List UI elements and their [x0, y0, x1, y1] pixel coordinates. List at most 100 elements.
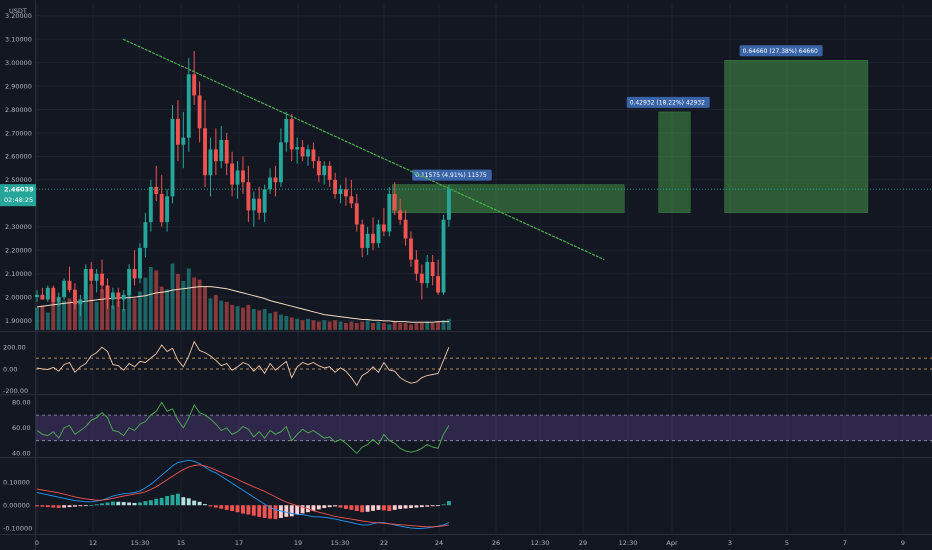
candle-body[interactable]: [354, 203, 359, 225]
candle-body[interactable]: [165, 196, 170, 223]
candle-body[interactable]: [257, 198, 262, 213]
candle-body[interactable]: [327, 165, 332, 180]
macd-histogram-bar: [208, 505, 213, 507]
candle-body[interactable]: [430, 261, 435, 277]
candle-body[interactable]: [387, 193, 392, 232]
candle-body[interactable]: [425, 261, 430, 284]
candle-body[interactable]: [295, 147, 300, 150]
trendline[interactable]: [122, 38, 605, 261]
candle-body[interactable]: [83, 269, 88, 300]
candle-body[interactable]: [419, 273, 424, 284]
candle-body[interactable]: [35, 294, 39, 298]
candle-body[interactable]: [138, 247, 142, 279]
candle-body[interactable]: [224, 140, 229, 164]
price-pane[interactable]: 0.11575 (4.91%) 11575 0.42932 (18.22%) 42…: [35, 38, 932, 330]
candle-body[interactable]: [230, 163, 235, 185]
candle-body[interactable]: [316, 161, 321, 176]
candle-body[interactable]: [306, 149, 310, 157]
candle-body[interactable]: [241, 170, 245, 183]
candle-body[interactable]: [56, 297, 61, 302]
time-axis[interactable]: 0 12 15:30 15 17 19 15:30 22 24 26 12:30 29 12:30 Apr…: [35, 539, 905, 547]
macd-pane[interactable]: [35, 459, 451, 529]
candle-body[interactable]: [203, 128, 207, 176]
price-axis[interactable]: USDT 3.20000 3.10000 3.00000 2.90000 2.80000…: [0, 7, 36, 533]
candle-body[interactable]: [127, 269, 132, 295]
candle-body[interactable]: [89, 269, 94, 281]
candle-body[interactable]: [268, 177, 273, 190]
candle-body[interactable]: [289, 118, 294, 150]
candle-body[interactable]: [365, 233, 370, 248]
candle-body[interactable]: [284, 118, 289, 143]
volume-bar: [268, 313, 273, 330]
candle-body[interactable]: [62, 280, 67, 298]
candle-body[interactable]: [262, 189, 267, 213]
candle-body[interactable]: [51, 287, 56, 302]
candle-body[interactable]: [181, 137, 186, 145]
candle-body[interactable]: [94, 273, 99, 281]
candle-body[interactable]: [398, 210, 403, 220]
candle-body[interactable]: [192, 74, 197, 96]
rsi-pane[interactable]: [36, 401, 932, 455]
candle-body[interactable]: [78, 299, 83, 305]
candle-body[interactable]: [300, 147, 305, 157]
macd-histogram-bar: [425, 505, 430, 507]
candle-body[interactable]: [72, 290, 77, 305]
candle-body[interactable]: [446, 189, 451, 220]
candle-body[interactable]: [360, 224, 365, 248]
candle-body[interactable]: [154, 186, 159, 194]
candle-body[interactable]: [121, 294, 126, 300]
candle-body[interactable]: [45, 287, 50, 300]
candle-body[interactable]: [311, 149, 316, 162]
candle-body[interactable]: [246, 182, 251, 211]
candle-body[interactable]: [105, 285, 110, 300]
macd-histogram-bar: [403, 505, 408, 509]
candle-body[interactable]: [392, 193, 397, 211]
candle-body[interactable]: [414, 259, 419, 274]
candle-body[interactable]: [436, 276, 441, 293]
candle-body[interactable]: [441, 219, 446, 293]
candle-body[interactable]: [349, 196, 354, 204]
candle-body[interactable]: [376, 224, 381, 244]
candle-body[interactable]: [278, 142, 283, 183]
candle-body[interactable]: [197, 95, 202, 129]
macd-histogram-bar: [311, 505, 316, 511]
candle-body[interactable]: [381, 224, 386, 232]
candle-body[interactable]: [40, 294, 45, 300]
macd-histogram-bar: [83, 505, 88, 507]
candle-body[interactable]: [403, 219, 408, 239]
macd-histogram-bar: [376, 505, 381, 510]
cci-pane[interactable]: [36, 340, 932, 387]
volume-bar: [159, 286, 164, 330]
candle-body[interactable]: [143, 222, 148, 248]
candle-body[interactable]: [409, 238, 413, 260]
candle-body[interactable]: [100, 273, 104, 286]
candle-body[interactable]: [110, 292, 115, 300]
candle-body[interactable]: [159, 193, 164, 223]
candle-body[interactable]: [219, 140, 224, 162]
candle-body[interactable]: [116, 292, 121, 300]
candle-body[interactable]: [213, 149, 218, 162]
candle-body[interactable]: [175, 118, 180, 145]
candle-body[interactable]: [208, 149, 213, 176]
volume-bar: [143, 277, 148, 330]
candle-body[interactable]: [251, 198, 256, 211]
macd-histogram-bar: [132, 502, 137, 506]
candle-body[interactable]: [333, 179, 338, 194]
candle-body[interactable]: [273, 177, 278, 183]
measure-box[interactable]: [658, 111, 691, 213]
candle-body[interactable]: [148, 186, 153, 223]
candle-body[interactable]: [186, 74, 191, 138]
measure-box[interactable]: [724, 60, 869, 213]
candle-body[interactable]: [338, 189, 343, 194]
candle-body[interactable]: [67, 280, 72, 291]
candle-body[interactable]: [322, 165, 327, 176]
candle-body[interactable]: [132, 269, 137, 279]
measure-box[interactable]: [392, 184, 625, 213]
candle-body[interactable]: [371, 233, 375, 244]
time-tick-label: 9: [901, 539, 905, 547]
volume-bar: [132, 298, 137, 330]
candle-body[interactable]: [235, 170, 240, 185]
candle-body[interactable]: [343, 189, 348, 197]
candle-body[interactable]: [170, 118, 175, 197]
